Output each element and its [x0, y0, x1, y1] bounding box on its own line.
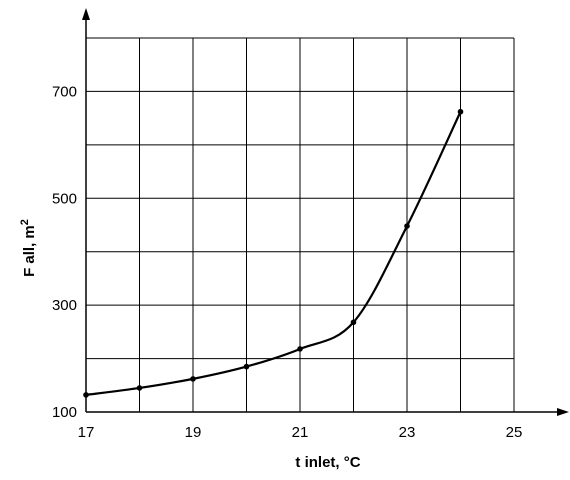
x-tick-label-0: 17 [78, 424, 95, 441]
y-axis-arrow-icon [82, 8, 90, 20]
x-axis-arrow-icon [557, 408, 569, 416]
y-axis-title-superscript: 2 [19, 219, 31, 225]
y-axis-title: F all, m2 [19, 219, 38, 277]
y-tick-labels: 100 300 500 700 [52, 83, 77, 421]
series-line [85, 111, 462, 396]
y-tick-label-2: 500 [52, 190, 77, 207]
x-tick-label-4: 25 [506, 424, 523, 441]
x-tick-label-2: 21 [292, 424, 309, 441]
x-tick-labels: 17 19 21 23 25 [78, 424, 523, 441]
y-tick-label-0: 100 [52, 404, 77, 421]
y-tick-label-1: 300 [52, 297, 77, 314]
data-point-0 [83, 392, 89, 398]
grid-lines [86, 37, 515, 412]
data-point-7 [457, 108, 464, 115]
x-axis-title: t inlet, °C [295, 454, 360, 471]
data-point-6 [404, 223, 410, 229]
x-tick-label-3: 23 [399, 424, 416, 441]
data-point-5 [350, 319, 357, 326]
data-points [83, 108, 464, 398]
y-axis-title-main: F all, m [21, 225, 38, 277]
data-point-4 [297, 346, 303, 352]
data-point-3 [243, 363, 250, 370]
x-tick-label-1: 19 [185, 424, 202, 441]
data-point-2 [190, 376, 196, 382]
y-tick-label-3: 700 [52, 83, 77, 100]
data-point-1 [136, 385, 143, 391]
